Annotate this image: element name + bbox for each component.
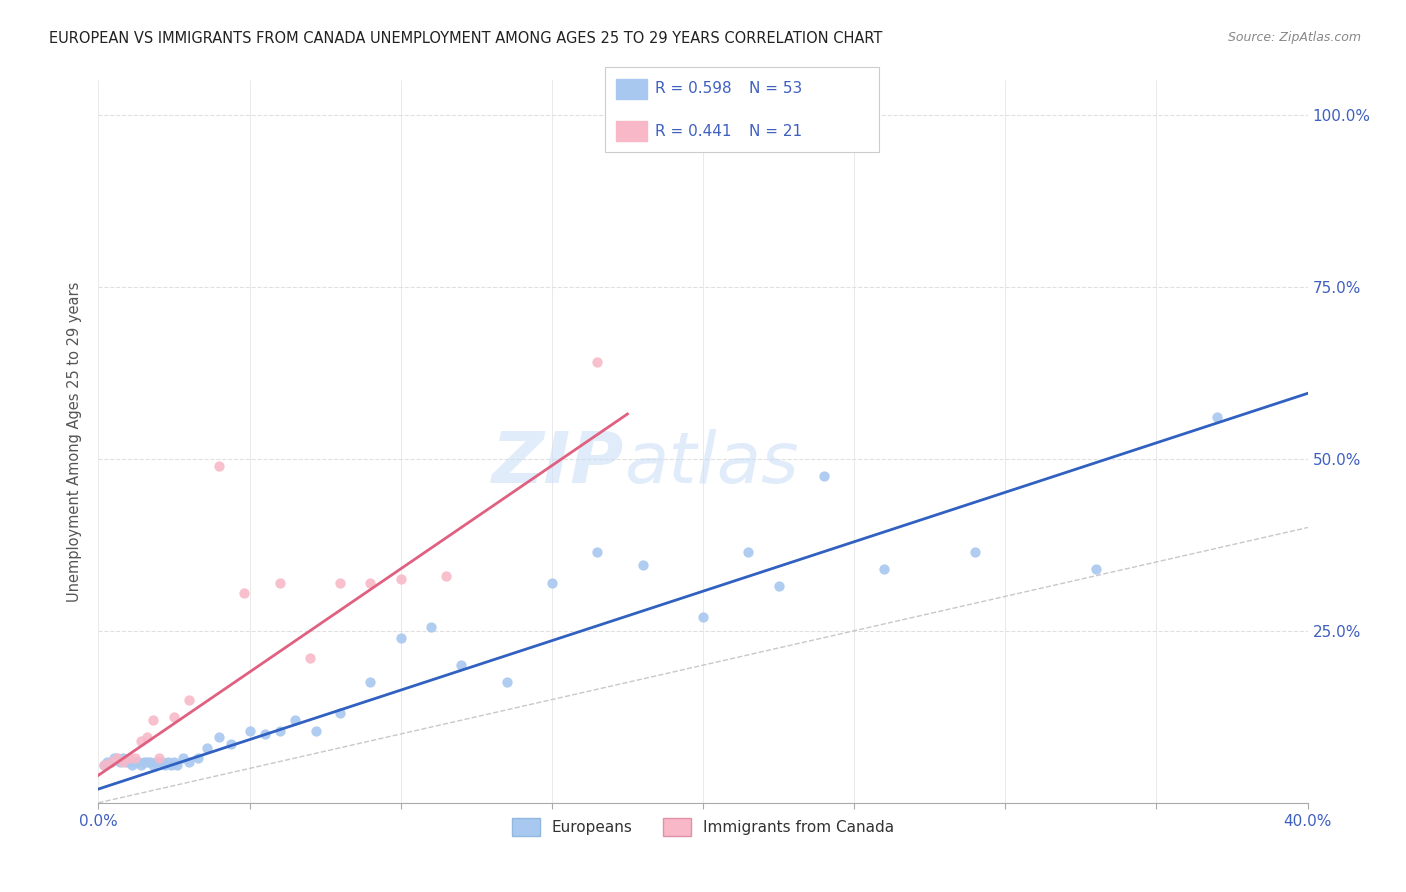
Point <box>129 734 152 748</box>
Point <box>495 675 517 690</box>
Point <box>108 755 131 769</box>
Point <box>768 579 790 593</box>
Point <box>179 692 201 706</box>
Point <box>299 651 322 665</box>
Point <box>813 469 835 483</box>
Point <box>156 755 179 769</box>
Y-axis label: Unemployment Among Ages 25 to 29 years: Unemployment Among Ages 25 to 29 years <box>67 281 83 602</box>
Point <box>873 562 896 576</box>
Point <box>129 758 152 772</box>
Point <box>1206 410 1229 425</box>
Point <box>179 755 201 769</box>
Point <box>105 751 128 765</box>
Point <box>118 755 141 769</box>
Point <box>389 572 412 586</box>
Point <box>232 586 254 600</box>
Point <box>253 727 276 741</box>
Point <box>269 723 291 738</box>
Point <box>103 751 125 765</box>
Text: N = 21: N = 21 <box>749 124 803 138</box>
Point <box>148 751 170 765</box>
Point <box>93 758 115 772</box>
Point <box>434 568 457 582</box>
Point <box>195 740 218 755</box>
Point <box>586 544 609 558</box>
Point <box>163 710 186 724</box>
Point <box>269 575 291 590</box>
Point <box>305 723 328 738</box>
Point <box>135 731 157 745</box>
Point <box>329 575 352 590</box>
Point <box>389 631 412 645</box>
Point <box>132 755 155 769</box>
Text: R = 0.441: R = 0.441 <box>655 124 731 138</box>
Point <box>420 620 443 634</box>
Point <box>142 758 165 772</box>
Point <box>148 755 170 769</box>
Point <box>114 755 136 769</box>
Point <box>540 575 562 590</box>
Point <box>160 758 183 772</box>
Point <box>172 751 194 765</box>
Point <box>586 355 609 369</box>
Point <box>631 558 654 573</box>
Point <box>121 758 143 772</box>
Point <box>153 758 176 772</box>
Point <box>93 758 115 772</box>
Text: R = 0.598: R = 0.598 <box>655 81 731 96</box>
Text: N = 53: N = 53 <box>749 81 803 96</box>
Text: atlas: atlas <box>624 429 799 498</box>
Point <box>96 755 118 769</box>
Point <box>105 751 128 765</box>
Point <box>737 544 759 558</box>
Point <box>284 713 307 727</box>
Point <box>221 737 243 751</box>
Point <box>111 755 134 769</box>
Point <box>100 755 122 769</box>
Point <box>124 755 146 769</box>
Point <box>163 755 186 769</box>
Point <box>150 755 173 769</box>
Text: EUROPEAN VS IMMIGRANTS FROM CANADA UNEMPLOYMENT AMONG AGES 25 TO 29 YEARS CORREL: EUROPEAN VS IMMIGRANTS FROM CANADA UNEMP… <box>49 31 883 46</box>
Point <box>692 610 714 624</box>
Legend: Europeans, Immigrants from Canada: Europeans, Immigrants from Canada <box>506 813 900 842</box>
Point <box>127 755 149 769</box>
Point <box>118 751 141 765</box>
Point <box>450 658 472 673</box>
Point <box>145 755 167 769</box>
Point <box>965 544 987 558</box>
Point <box>139 755 162 769</box>
Point <box>166 758 188 772</box>
Point <box>360 575 382 590</box>
Point <box>111 751 134 765</box>
Text: ZIP: ZIP <box>492 429 624 498</box>
Point <box>208 458 231 473</box>
Point <box>135 755 157 769</box>
Point <box>100 755 122 769</box>
Point <box>208 731 231 745</box>
Point <box>124 751 146 765</box>
Point <box>239 723 262 738</box>
Point <box>329 706 352 721</box>
Point <box>1085 562 1108 576</box>
Text: Source: ZipAtlas.com: Source: ZipAtlas.com <box>1227 31 1361 45</box>
Point <box>360 675 382 690</box>
Point <box>142 713 165 727</box>
Point <box>187 751 209 765</box>
